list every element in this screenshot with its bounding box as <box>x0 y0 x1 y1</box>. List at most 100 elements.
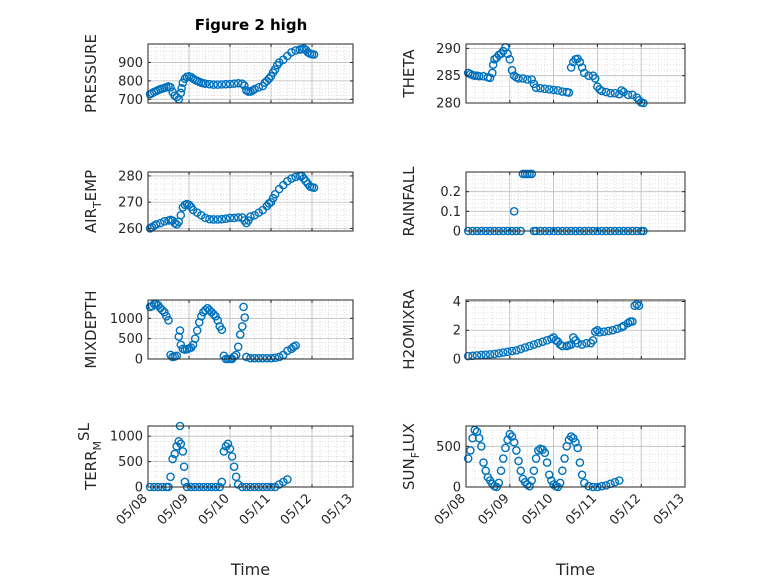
data-point <box>544 470 554 480</box>
axes-box <box>147 171 354 232</box>
panel-terrmsl: 0 500 1000 05/08 05/09 05/10 05/11 05/12 05/13 Ti… <box>75 421 356 579</box>
panel-theta: 280 285 290 THETA <box>400 42 686 112</box>
y-axis-label: THETA <box>400 49 418 99</box>
data-point <box>577 470 587 480</box>
data-point <box>201 213 210 223</box>
data-point <box>160 307 169 317</box>
y-tick-label: 0.2 <box>440 185 461 200</box>
figure-title: Figure 2 high <box>195 16 308 34</box>
data-point <box>209 309 218 319</box>
data-point <box>190 334 200 343</box>
panel-rainfall: 0 0.1 0.2 RAINFALL <box>400 166 686 240</box>
data-point <box>217 80 227 89</box>
data-point <box>595 328 604 337</box>
data-point <box>560 454 569 463</box>
data-point <box>264 199 274 208</box>
y-axis-label: TERRMSL <box>75 422 104 491</box>
data-point <box>291 46 300 55</box>
y-axis-label: RAINFALL <box>400 166 418 237</box>
data-point <box>223 439 233 449</box>
data-point <box>158 305 167 315</box>
x-tick-label: 05/12 <box>278 491 315 528</box>
data-point <box>610 477 620 487</box>
data-point <box>221 79 231 89</box>
data-point <box>211 311 220 321</box>
data-point <box>229 213 239 223</box>
data-point <box>264 74 274 83</box>
data-point <box>170 449 179 459</box>
data-point <box>221 214 231 223</box>
data-point <box>527 75 537 84</box>
data-point <box>507 65 517 75</box>
data-point <box>266 353 276 363</box>
data-point <box>481 350 491 359</box>
data-point <box>564 88 574 97</box>
data-point <box>174 436 184 446</box>
data-point <box>540 448 550 458</box>
data-point <box>501 443 510 453</box>
data-point <box>254 83 264 92</box>
data-point <box>601 87 611 97</box>
data-point <box>270 65 280 74</box>
data-point <box>180 477 190 487</box>
data-point <box>536 83 545 93</box>
data-point <box>217 325 227 335</box>
y-tick-label: 2 <box>453 324 461 339</box>
axes-background <box>466 426 685 487</box>
data-point <box>512 346 521 355</box>
data-point <box>160 216 169 226</box>
data-point <box>606 88 615 98</box>
data-point <box>168 454 177 464</box>
data-point <box>590 74 600 83</box>
x-tick-label: 05/13 <box>651 491 688 528</box>
data-point <box>291 341 300 350</box>
y-tick-label: 0 <box>453 481 461 496</box>
data-point <box>474 433 484 443</box>
data-point <box>623 90 633 100</box>
data-point <box>549 85 558 95</box>
data-point <box>217 477 227 487</box>
data-point <box>213 80 222 89</box>
y-tick-label: 500 <box>118 455 143 470</box>
data-point <box>512 446 521 455</box>
data-point <box>566 63 576 72</box>
data-point <box>577 340 587 349</box>
data-point <box>283 475 292 484</box>
data-point <box>525 341 534 351</box>
data-point <box>179 462 189 471</box>
y-axis-label: PRESSURE <box>82 34 100 113</box>
data-point <box>529 340 539 349</box>
data-point <box>518 74 528 83</box>
data-point <box>516 344 526 354</box>
data-point <box>178 447 188 456</box>
x-tick-label: 05/11 <box>563 491 600 528</box>
data-point <box>177 83 186 93</box>
data-point <box>229 79 239 88</box>
data-point <box>164 316 173 325</box>
data-point <box>225 444 235 454</box>
data-point <box>237 79 247 88</box>
y-tick-label: 0.1 <box>440 205 461 220</box>
axes-box <box>465 171 686 232</box>
panel-airtemp: 260 270 280 AIRTEMP <box>82 169 354 237</box>
data-point <box>509 71 519 80</box>
y-tick-label: 0 <box>135 481 143 496</box>
y-tick-label: 290 <box>436 42 461 57</box>
y-axis-label: H2OMIXRA <box>400 289 418 370</box>
data-point <box>628 317 637 326</box>
y-tick-label: 280 <box>118 169 143 184</box>
y-tick-label: 4 <box>453 295 461 310</box>
data-point <box>487 68 497 78</box>
axes-background <box>466 44 685 103</box>
data-point <box>151 220 161 229</box>
data-point <box>170 218 179 228</box>
data-point <box>246 212 255 221</box>
data-point <box>597 481 607 491</box>
data-point <box>485 73 495 83</box>
axes-box <box>147 425 354 488</box>
data-point <box>225 213 235 223</box>
data-point <box>520 343 530 352</box>
data-point <box>233 342 243 352</box>
panel-mixdepth: 0 500 1000 MIXDEPTH <box>82 290 354 369</box>
data-point <box>514 74 523 83</box>
